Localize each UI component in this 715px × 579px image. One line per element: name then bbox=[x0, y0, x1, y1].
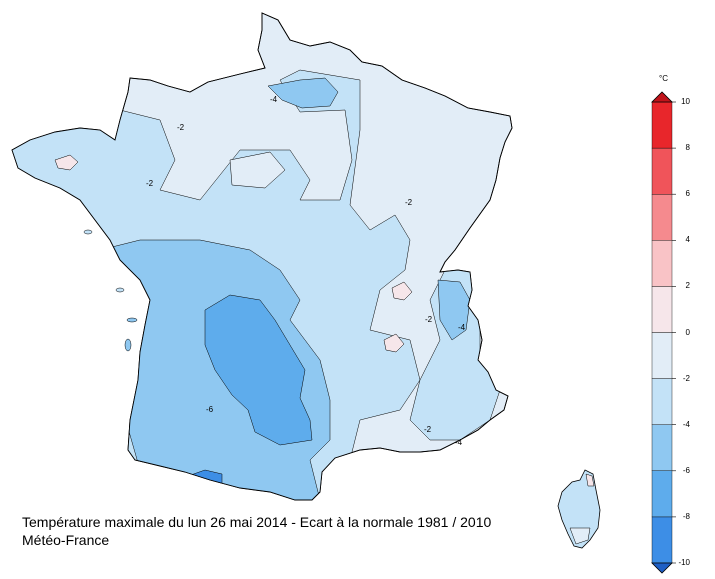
contour-label: -2 bbox=[177, 123, 185, 132]
legend-arrow-bottom bbox=[651, 562, 673, 574]
island-noirmoutier bbox=[115, 287, 125, 293]
legend-band bbox=[651, 193, 673, 241]
legend-band bbox=[651, 470, 673, 518]
legend-band bbox=[651, 516, 673, 564]
legend-tick-label: -4 bbox=[682, 419, 690, 429]
legend-tick-label: 10 bbox=[681, 97, 690, 106]
zone-minus-6-to-minus-8 bbox=[204, 294, 313, 446]
legend-band bbox=[651, 240, 673, 287]
legend-tick-label: -8 bbox=[682, 511, 690, 521]
map-caption: Température maximale du lun 26 mai 2014 … bbox=[22, 514, 492, 530]
zone-rhone-positive bbox=[383, 333, 405, 353]
legend-tick-label: -10 bbox=[678, 558, 690, 567]
zone-champagne-light bbox=[229, 151, 286, 189]
legend-tick-label: -6 bbox=[682, 465, 690, 475]
island-re bbox=[126, 317, 138, 323]
legend-tick-label: 6 bbox=[685, 189, 690, 199]
color-legend bbox=[651, 91, 676, 574]
contour-label: -6 bbox=[206, 405, 214, 414]
legend-band bbox=[651, 332, 673, 379]
map-source: Météo-France bbox=[22, 532, 110, 548]
contour-label: -2 bbox=[405, 198, 413, 207]
contour-label: -2 bbox=[424, 425, 432, 434]
corsica-positive-spot bbox=[585, 473, 595, 487]
legend-band bbox=[651, 378, 673, 425]
legend-band bbox=[651, 147, 673, 195]
island-belle-ile bbox=[83, 229, 93, 235]
contour-label: -4 bbox=[270, 95, 278, 104]
legend-band bbox=[651, 101, 673, 149]
zone-alps-minus-4 bbox=[437, 279, 471, 341]
zone-burgundy-positive bbox=[391, 281, 413, 301]
contour-label: -4 bbox=[455, 438, 463, 447]
corsica-south bbox=[569, 527, 591, 545]
legend-band bbox=[651, 424, 673, 472]
legend-arrow-top bbox=[651, 91, 673, 103]
island-oleron bbox=[124, 338, 132, 352]
legend-unit: °C bbox=[659, 74, 668, 83]
legend-tick-label: 2 bbox=[685, 281, 690, 291]
legend-band bbox=[651, 286, 673, 333]
legend-tick-label: 4 bbox=[685, 235, 690, 245]
legend-tick-label: 8 bbox=[685, 143, 690, 153]
contour-label: -4 bbox=[458, 323, 466, 332]
zone-north-minus-4 bbox=[267, 77, 339, 109]
coastline bbox=[11, 12, 513, 501]
contour-label: -2 bbox=[425, 315, 433, 324]
legend-tick-label: -2 bbox=[682, 373, 690, 383]
zone-brittany-positive bbox=[54, 154, 79, 171]
contour-label: -2 bbox=[146, 179, 154, 188]
legend-tick-label: 0 bbox=[685, 327, 690, 337]
